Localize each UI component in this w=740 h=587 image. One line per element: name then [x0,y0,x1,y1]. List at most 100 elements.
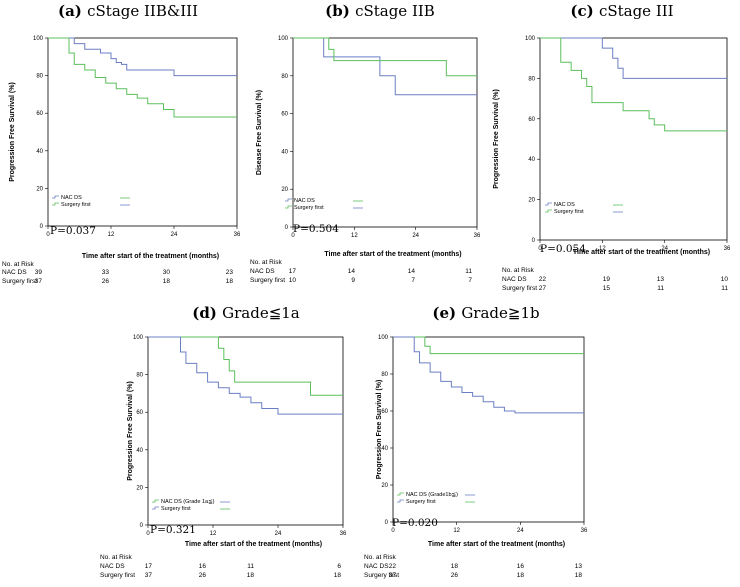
x-tick-label: 36 [581,528,588,534]
risk-value: 22 [539,276,547,283]
panel-c: (c) cStage III 0 20 40 60 80 100 0 12 24 36 Progres… [493,2,731,292]
y-tick-label: 80 [528,76,535,82]
risk-value: 15 [603,285,611,292]
y-tick-label: 100 [278,36,289,42]
x-tick-label: 12 [210,531,217,537]
risk-row-label: Surgery first [250,277,285,284]
risk-value: 17 [145,563,153,570]
series-line [48,37,237,77]
series-line [148,336,343,396]
legend-swatch [285,205,292,209]
panel-letter: (d) [192,304,222,322]
y-tick-label: 20 [528,198,535,204]
y-tick-label: 20 [36,186,43,192]
risk-table-header: No. at Risk [250,259,283,266]
legend-label: Surgery first [161,506,191,512]
risk-value: 17 [289,268,297,275]
risk-value: 18 [226,278,234,285]
risk-value: 27 [539,285,547,292]
panel-title-text: cStage III [599,2,674,20]
legend-swatch [52,195,59,199]
x-tick-label: 0 [291,233,295,239]
y-axis-label: Progression Free Survival (%) [9,82,16,182]
risk-value: 11 [721,285,728,292]
panel-title-text: Grade≦1a [222,304,300,322]
risk-table-header: No. at Risk [100,554,133,561]
x-tick-label: 36 [340,531,347,537]
y-tick-label: 0 [285,225,289,231]
x-tick-label: 0 [391,528,395,534]
risk-value: 37 [35,278,43,285]
legend-label: Surgery first [294,205,324,211]
plot-frame [47,37,238,227]
risk-value: 16 [199,563,207,570]
risk-value: 18 [517,572,525,579]
x-tick-label: 12 [108,232,115,238]
x-axis-label: Time after start of the treatment (month… [324,251,461,258]
y-tick-label: 40 [36,149,43,155]
series-line [293,37,477,96]
y-tick-label: 0 [40,224,44,230]
x-axis-label: Time after start of the treatment (month… [185,541,322,548]
y-tick-label: 40 [281,149,288,155]
x-tick-label: 24 [517,528,524,534]
plot-frame [392,336,585,523]
risk-row-label: Surgery first [100,572,135,579]
y-axis-label: Disease Free Survival (%) [256,90,263,175]
risk-table-header: No. at Risk [502,267,535,274]
x-tick-label: 24 [275,531,282,537]
panel-letter: (c) [570,2,599,20]
y-tick-label: 40 [528,157,535,163]
x-tick-label: 36 [474,233,481,239]
risk-value: 37 [145,572,153,579]
legend-swatch [545,209,552,213]
x-tick-label: 0 [538,246,542,252]
legend-label: Surgery first [61,202,91,208]
p-value: P=0.321 [150,524,196,536]
x-axis-label: Time after start of the treatment (month… [573,249,710,256]
y-tick-label: 60 [136,410,143,416]
risk-value: 18 [451,563,459,570]
x-tick-label: 36 [724,246,731,252]
y-tick-label: 40 [136,448,143,454]
risk-value: 13 [657,276,665,283]
legend-label: NAC DS (Grade 1a≦) [161,499,215,505]
risk-table-header: No. at Risk [2,261,35,268]
panel-title: (b) cStage IIB [325,2,435,20]
risk-value: 11 [247,563,254,570]
p-value: P=0.020 [392,517,438,529]
p-value: P=0.504 [293,223,339,235]
series-line [293,37,477,77]
risk-value: 9 [351,277,355,284]
risk-value: 18 [247,572,255,579]
risk-value: 14 [348,268,356,275]
risk-row-label: NAC DS [2,269,27,276]
risk-row-label: NAC DS [364,563,389,570]
legend-swatch [152,499,159,503]
risk-value: 10 [721,276,729,283]
risk-row-label: NAC DS [100,563,125,570]
series-line [393,336,584,355]
legend-label: NAC DS (Grade1b≦) [406,492,458,498]
risk-value: 23 [226,269,234,276]
x-axis-label: Time after start of the treatment (month… [428,541,565,548]
y-tick-label: 80 [281,74,288,80]
risk-value: 11 [465,268,472,275]
y-tick-label: 60 [281,112,288,118]
legend-swatch [397,492,404,496]
panel-letter: (b) [325,2,355,20]
legend-label: NAC DS [554,202,575,208]
y-tick-label: 100 [378,335,389,341]
risk-value: 7 [411,277,415,284]
risk-value: 10 [289,277,297,284]
y-tick-label: 40 [381,446,388,452]
panel-title-text: cStage IIB [355,2,435,20]
legend-label: Surgery first [406,499,436,505]
risk-value: 18 [575,572,583,579]
plot-frame [147,336,344,526]
panel-title: (e) Grade≧1b [432,304,539,322]
legend-swatch [397,499,404,503]
y-tick-label: 80 [136,373,143,379]
legend-label: NAC DS [61,195,82,201]
